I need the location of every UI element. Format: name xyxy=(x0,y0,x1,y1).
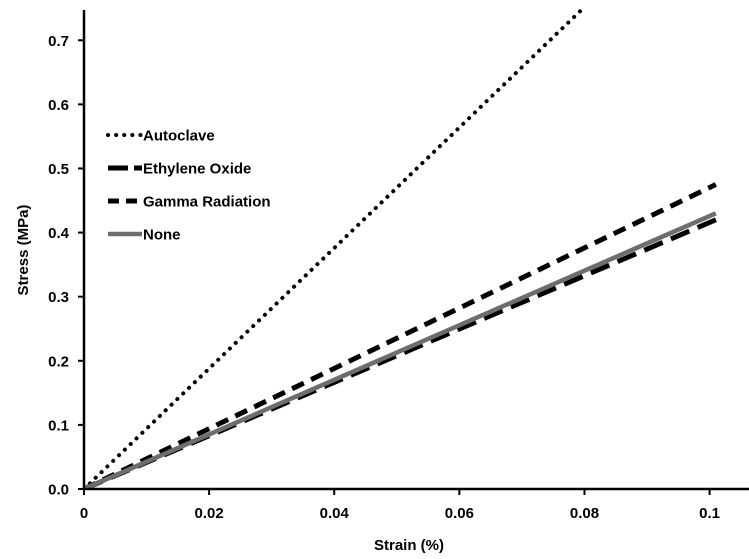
x-tick-label: 0.04 xyxy=(320,505,350,522)
y-tick-label: 0.1 xyxy=(48,417,69,434)
series-line-autoclave xyxy=(84,6,586,489)
legend-item: None xyxy=(108,227,181,244)
y-tick-label: 0.5 xyxy=(48,161,69,178)
legend: Autoclave Ethylene Oxide Gamma Radiation No… xyxy=(106,128,271,244)
series-line-none xyxy=(84,211,717,489)
legend-item: Gamma Radiation xyxy=(108,194,271,211)
legend-label: Autoclave xyxy=(143,128,215,145)
y-tick-label: 0.3 xyxy=(48,289,69,306)
legend-label: None xyxy=(143,227,181,244)
series-line-gamma-radiation xyxy=(84,182,717,489)
y-tick-label: 0.4 xyxy=(48,225,70,242)
y-axis-title: Stress (MPa) xyxy=(15,205,32,296)
legend-label: Gamma Radiation xyxy=(143,194,271,211)
axes-layer xyxy=(82,10,749,491)
legend-label: Ethylene Oxide xyxy=(143,161,251,178)
y-tick-label: 0.6 xyxy=(48,97,69,114)
x-axis-title: Strain (%) xyxy=(374,537,444,554)
x-tick-label: 0.08 xyxy=(570,505,599,522)
legend-item: Ethylene Oxide xyxy=(108,161,251,178)
x-tick-label: 0 xyxy=(80,505,88,522)
legend-item: Autoclave xyxy=(106,128,215,145)
x-tick-label: 0.06 xyxy=(445,505,474,522)
ticks-layer: 0 0.02 0.04 0.06 0.08 0.1 0.0 0.1 0.2 0.3 0.4 0.5 0.… xyxy=(48,33,720,522)
y-tick-label: 0.2 xyxy=(48,353,69,370)
series-layer xyxy=(84,6,717,489)
y-tick-label: 0.0 xyxy=(48,482,69,499)
x-tick-label: 0.1 xyxy=(699,505,720,522)
y-tick-label: 0.7 xyxy=(48,33,69,50)
x-tick-label: 0.02 xyxy=(195,505,224,522)
